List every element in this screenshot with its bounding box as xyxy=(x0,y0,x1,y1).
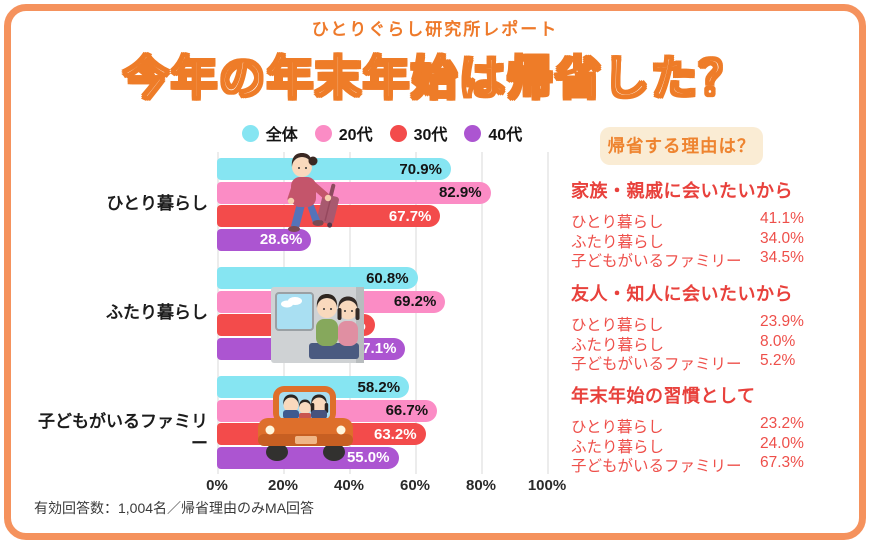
bar-value-label: 63.2% xyxy=(374,425,417,443)
reasons-badge: 帰省する理由は？ xyxy=(600,127,763,165)
reason-row: ひとり暮らし 41.1% xyxy=(571,210,816,231)
legend-label: 全体 xyxy=(265,127,298,144)
reason-row-value: 34.0% xyxy=(760,229,804,247)
chart-legend: 全体 20代 30代 40代 xyxy=(217,121,547,145)
legend-item-30代: 30代 xyxy=(389,121,448,145)
reason-row-label: ふたり暮らし xyxy=(571,438,665,456)
legend-dot-icon xyxy=(464,124,482,142)
category-label: ふたり暮らし xyxy=(106,303,208,322)
reason-heading: 家族・親戚に会いたいから xyxy=(571,181,793,201)
bar-全体-ひとり暮らし: 70.9% xyxy=(217,158,451,180)
reason-row-label: ひとり暮らし xyxy=(571,214,664,231)
reason-row-value: 8.0% xyxy=(760,332,796,350)
legend-dot-icon xyxy=(389,124,407,142)
bar-value-label: 70.9% xyxy=(399,160,442,178)
bar-value-label: 69.2% xyxy=(393,293,437,310)
reason-section: 家族・親戚に会いたいから ひとり暮らし 41.1% ふたり暮らし 34.0% 子どもがいる… xyxy=(571,177,816,270)
reason-row-label: ひとり暮らし xyxy=(571,419,664,436)
reason-row-value: 41.1% xyxy=(760,210,804,227)
bar-value-label: 58.2% xyxy=(357,378,401,396)
bar-40代-ひとり暮らし: 28.6% xyxy=(217,228,312,251)
legend-item-40代: 40代 xyxy=(464,121,522,145)
category-label: 子どもがいるファミリー xyxy=(38,412,208,453)
reason-row: ひとり暮らし 23.2% xyxy=(571,415,816,436)
legend-dot-icon xyxy=(241,124,259,142)
reason-row-label: ひとり暮らし xyxy=(571,317,664,334)
legend-label: 40代 xyxy=(488,127,523,144)
bar-value-label: 82.9% xyxy=(439,184,482,201)
bar-20代-ひとり暮らし: 82.9% xyxy=(217,181,491,204)
footnote: 有効回答数：1,004名／帰省理由のみMA回答 xyxy=(34,500,315,516)
reason-row: ふたり暮らし 8.0% xyxy=(571,332,816,354)
reason-row-value: 34.5% xyxy=(760,249,804,266)
gridline xyxy=(547,152,549,474)
x-tick-label: 0% xyxy=(206,477,228,494)
legend-item-全体: 全体 xyxy=(241,121,298,145)
bar-40代-子どもがいるファミリー: 55.0% xyxy=(217,446,399,469)
reason-row: ふたり暮らし 24.0% xyxy=(571,434,816,456)
reason-row: 子どもがいるファミリー 34.5% xyxy=(571,249,816,270)
reason-row-value: 5.2% xyxy=(760,352,796,369)
reason-heading: 年末年始の習慣として xyxy=(571,386,756,406)
x-tick-label: 20% xyxy=(267,477,299,494)
reason-row-value: 24.0% xyxy=(760,434,804,452)
reason-row-label: ふたり暮らし xyxy=(571,336,665,354)
legend-item-20代: 20代 xyxy=(314,121,373,145)
reason-row-label: 子どもがいるファミリー xyxy=(571,253,742,270)
bar-value-label: 55.0% xyxy=(346,449,390,466)
bar-value-label: 66.7% xyxy=(385,402,429,419)
gridline xyxy=(415,152,417,474)
bar-全体-ふたり暮らし: 60.8% xyxy=(217,267,418,289)
reason-row-label: 子どもがいるファミリー xyxy=(571,356,742,373)
family-in-car-illustration xyxy=(258,386,353,461)
legend-label: 20代 xyxy=(338,127,373,144)
x-tick-label: 60% xyxy=(399,477,431,494)
reason-section: 年末年始の習慣として ひとり暮らし 23.2% ふたり暮らし 24.0% 子どもがいるファ… xyxy=(571,382,816,475)
page-title: 今年の年末年始は帰省した？ xyxy=(122,51,747,105)
bar-value-label: 57.1% xyxy=(353,340,397,357)
couple-on-train-illustration xyxy=(271,287,364,363)
report-label: ひとりぐらし研究所レポート xyxy=(311,20,559,39)
bar-value-label: 67.7% xyxy=(388,207,432,225)
reason-row-label: 子どもがいるファミリー xyxy=(571,458,742,475)
gridline xyxy=(217,152,219,474)
reason-row-value: 23.9% xyxy=(760,313,804,330)
x-tick-label: 100% xyxy=(527,477,567,494)
reason-heading: 友人・知人に会いたいから xyxy=(571,284,793,304)
reason-section: 友人・知人に会いたいから ひとり暮らし 23.9% ふたり暮らし 8.0% 子どもがいるフ… xyxy=(571,280,816,373)
woman-with-suitcase-illustration xyxy=(287,153,339,232)
reason-row-value: 67.3% xyxy=(760,454,804,471)
reason-row: 子どもがいるファミリー 67.3% xyxy=(571,454,816,475)
legend-label: 30代 xyxy=(413,127,448,144)
gridline xyxy=(481,152,483,474)
reason-row-label: ふたり暮らし xyxy=(571,233,665,251)
category-label: ひとり暮らし xyxy=(106,194,209,213)
reason-row: ひとり暮らし 23.9% xyxy=(571,313,816,334)
reason-row-value: 23.2% xyxy=(760,415,804,432)
reason-row: ふたり暮らし 34.0% xyxy=(571,229,816,251)
legend-dot-icon xyxy=(314,124,332,142)
reason-row: 子どもがいるファミリー 5.2% xyxy=(571,352,816,373)
x-tick-label: 80% xyxy=(465,477,497,494)
x-tick-label: 40% xyxy=(333,477,365,494)
bar-value-label: 60.8% xyxy=(366,269,409,287)
bar-value-label: 28.6% xyxy=(259,231,303,248)
